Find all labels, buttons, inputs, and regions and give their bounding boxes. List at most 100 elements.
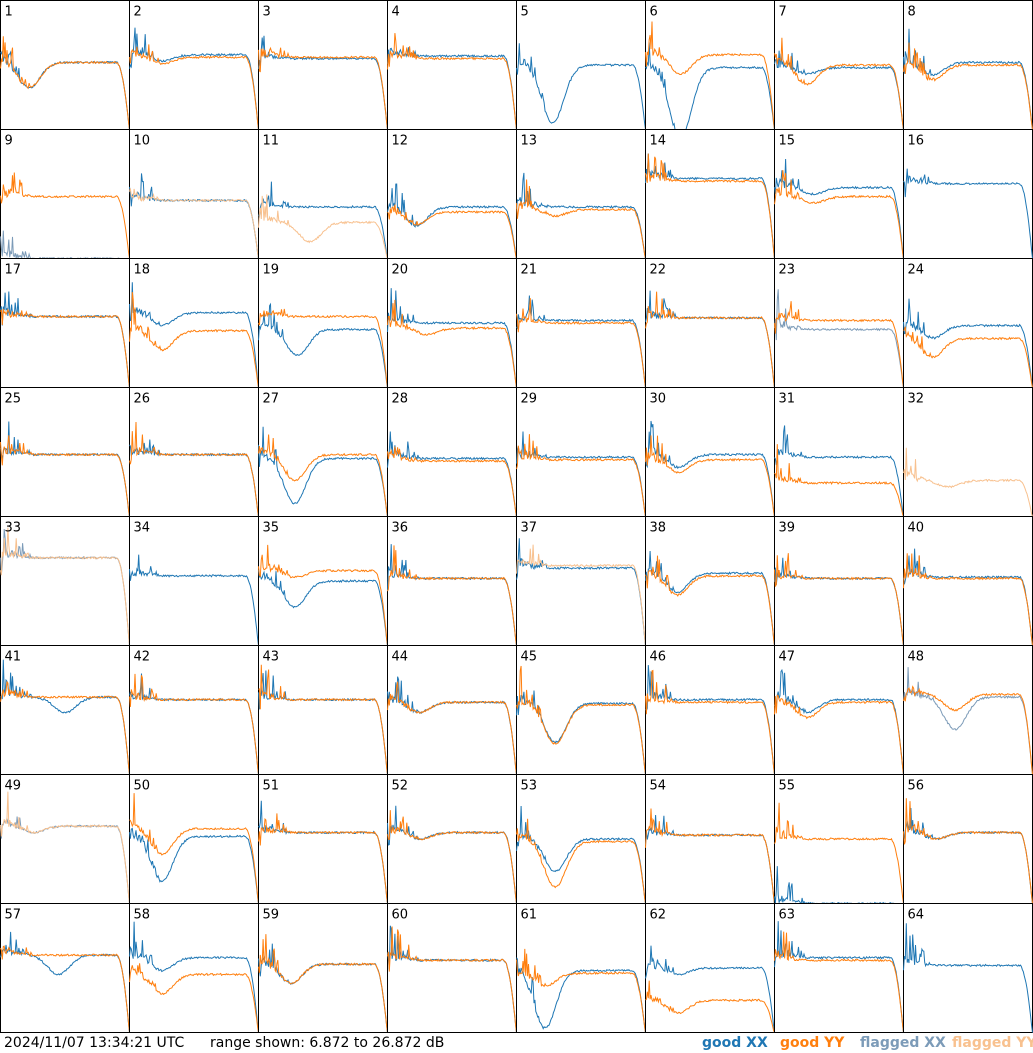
series-line-yy xyxy=(387,926,517,1033)
series-line-yy xyxy=(0,308,130,388)
panel-frame xyxy=(387,129,517,259)
panel-number: 25 xyxy=(5,392,22,407)
panel-frame xyxy=(774,645,904,775)
panel-number: 50 xyxy=(134,779,151,794)
tile-panel: 17 xyxy=(0,258,130,388)
panel-number: 17 xyxy=(5,263,22,278)
panel-frame xyxy=(774,903,904,1033)
series-line-yy xyxy=(903,685,1033,775)
panel-frame xyxy=(774,258,904,388)
panel-number: 22 xyxy=(650,263,667,278)
series-line-xx xyxy=(258,570,388,646)
tile-panel: 13 xyxy=(516,129,646,259)
range-text: range shown: 6.872 to 26.872 dB xyxy=(210,1035,445,1051)
panel-number: 48 xyxy=(908,650,925,665)
panel-number: 2 xyxy=(134,5,142,20)
tile-panel: 53 xyxy=(516,774,646,904)
series-line-yy xyxy=(129,963,259,1033)
panel-frame xyxy=(903,387,1033,517)
series-line-yy xyxy=(258,813,388,904)
tile-panel: 25 xyxy=(0,387,130,517)
panel-frame xyxy=(387,645,517,775)
series-line-yy xyxy=(516,665,646,775)
series-line-yy xyxy=(129,44,259,130)
tile-panel: 8 xyxy=(903,0,1033,130)
series-line-yy xyxy=(258,544,388,646)
panel-number: 38 xyxy=(650,521,667,536)
panel-number: 3 xyxy=(263,5,271,20)
panel-frame xyxy=(387,774,517,904)
panel-frame xyxy=(774,129,904,259)
series-line-yy xyxy=(645,669,775,775)
tile-panel: 36 xyxy=(387,516,517,646)
series-line-xx xyxy=(0,50,130,130)
panel-frame xyxy=(129,645,259,775)
series-line-xx xyxy=(258,35,388,130)
tile-panel: 64 xyxy=(903,903,1033,1033)
legend-good-xx: good XX xyxy=(702,1035,768,1051)
tile-panel: 21 xyxy=(516,258,646,388)
panel-number: 61 xyxy=(521,908,538,923)
panel-number: 46 xyxy=(650,650,667,665)
tile-panel: 43 xyxy=(258,645,388,775)
series-line-xx xyxy=(129,554,259,646)
panel-frame xyxy=(129,0,259,130)
panel-frame xyxy=(0,903,130,1033)
panel-number: 42 xyxy=(134,650,151,665)
panel-frame xyxy=(645,516,775,646)
panel-number: 13 xyxy=(521,134,538,149)
series-line-xx xyxy=(258,302,388,388)
tile-panel: 11 xyxy=(258,129,388,259)
series-line-yy xyxy=(645,808,775,904)
panel-number: 47 xyxy=(779,650,796,665)
panel-number: 26 xyxy=(134,392,151,407)
panel-frame xyxy=(258,645,388,775)
series-line-yy xyxy=(903,447,1033,517)
series-line-yy xyxy=(774,301,904,388)
panel-number: 30 xyxy=(650,392,667,407)
panel-frame xyxy=(645,387,775,517)
series-line-yy xyxy=(387,299,517,388)
panel-number: 29 xyxy=(521,392,538,407)
series-line-yy xyxy=(258,434,388,517)
panel-number: 59 xyxy=(263,908,280,923)
series-line-xx xyxy=(645,420,775,517)
panel-frame xyxy=(129,903,259,1033)
series-line-yy xyxy=(129,188,259,259)
tile-panel: 2 xyxy=(129,0,259,130)
series-line-yy xyxy=(903,798,1033,904)
panel-frame xyxy=(0,516,130,646)
series-line-yy xyxy=(387,204,517,259)
panel-number: 41 xyxy=(5,650,22,665)
panel-number: 10 xyxy=(134,134,151,149)
tile-panel: 37 xyxy=(516,516,646,646)
series-line-xx xyxy=(645,550,775,646)
series-line-yy xyxy=(774,444,904,517)
series-line-yy xyxy=(516,434,646,517)
tile-panel: 60 xyxy=(387,903,517,1033)
series-line-xx xyxy=(774,668,904,775)
panel-number: 43 xyxy=(263,650,280,665)
panel-frame xyxy=(258,387,388,517)
series-line-yy xyxy=(645,153,775,259)
panel-number: 44 xyxy=(392,650,409,665)
panel-number: 35 xyxy=(263,521,280,536)
panel-number: 63 xyxy=(779,908,796,923)
series-line-xx xyxy=(774,289,904,388)
series-line-xx xyxy=(258,426,388,517)
series-line-xx xyxy=(516,957,646,1033)
panel-frame xyxy=(258,129,388,259)
series-line-yy xyxy=(903,42,1033,130)
panel-frame xyxy=(645,0,775,130)
series-line-yy xyxy=(645,980,775,1033)
panel-frame xyxy=(516,129,646,259)
tile-panel: 23 xyxy=(774,258,904,388)
series-line-xx xyxy=(129,921,259,1033)
panel-frame xyxy=(258,0,388,130)
series-line-xx xyxy=(129,827,259,904)
series-line-xx xyxy=(387,431,517,517)
tile-panel: 62 xyxy=(645,903,775,1033)
panel-frame xyxy=(903,903,1033,1033)
series-line-xx xyxy=(774,921,904,1033)
panel-number: 4 xyxy=(392,5,400,20)
